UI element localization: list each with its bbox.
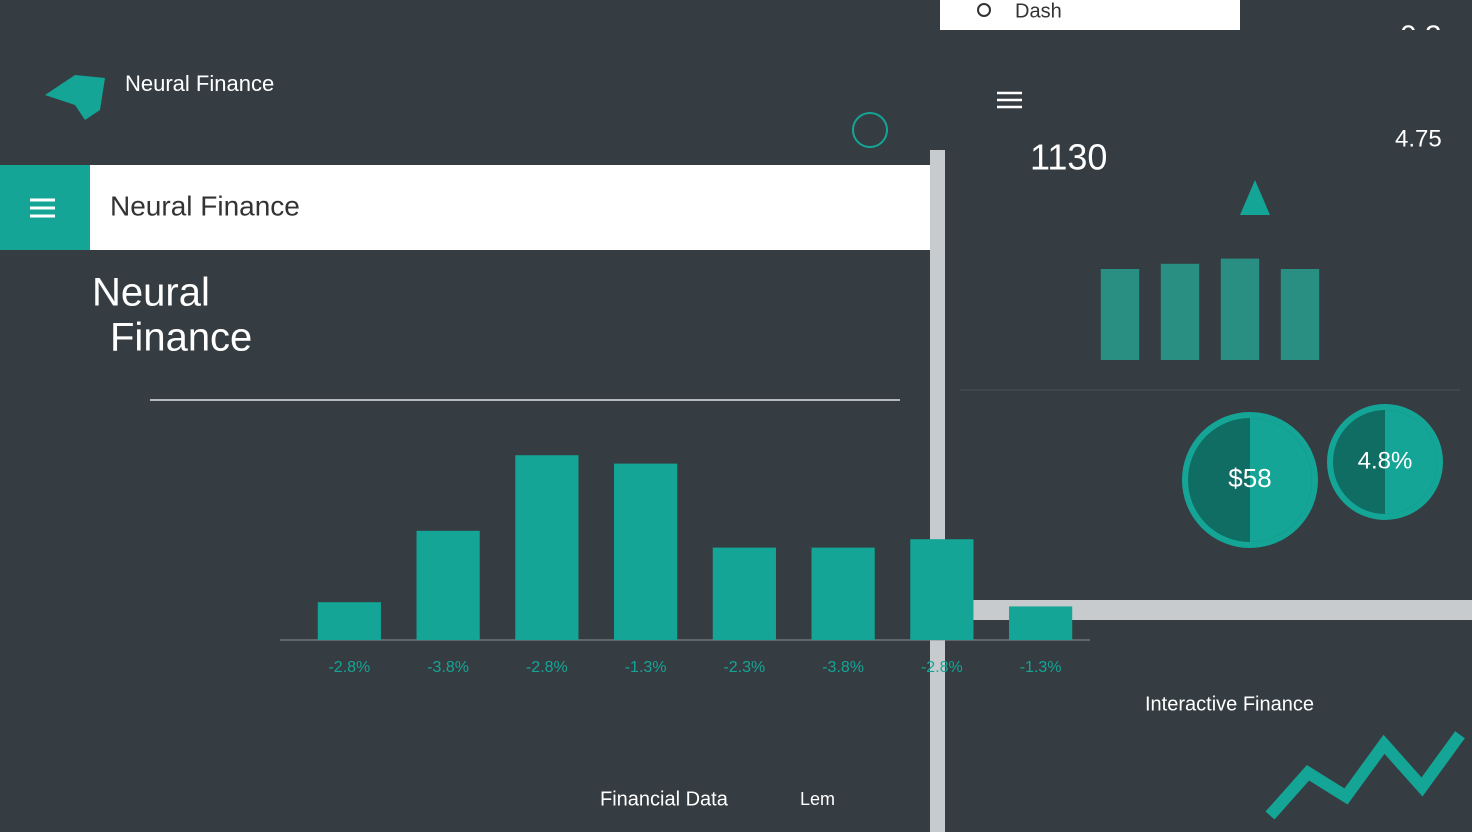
header-bar — [0, 165, 930, 250]
bar — [1100, 269, 1140, 360]
bar — [515, 455, 579, 640]
bar — [712, 547, 776, 640]
panel-title: Interactive Finance — [1145, 693, 1314, 715]
logo — [45, 75, 105, 120]
menu-icon — [30, 198, 55, 218]
menu-icon[interactable] — [997, 91, 1022, 109]
bar — [614, 463, 678, 640]
bar — [1280, 269, 1320, 360]
hero-title: Neural — [92, 271, 210, 315]
bar — [1220, 258, 1260, 360]
donut-label: $58 — [1228, 463, 1271, 493]
trend-arrow — [1240, 180, 1270, 215]
main-panel — [0, 150, 930, 832]
bar — [910, 539, 974, 640]
change-label: -3.8% — [822, 659, 864, 676]
line-panel — [945, 620, 1472, 832]
bar — [416, 530, 480, 640]
brand: Neural Finance — [125, 71, 274, 96]
bar — [317, 602, 381, 640]
hero-title: Finance — [110, 316, 252, 360]
bar — [1009, 606, 1073, 640]
bar — [1160, 263, 1200, 360]
donut-half — [1385, 410, 1437, 514]
change-label: -2.8% — [921, 659, 963, 676]
header-title: Neural Finance — [110, 190, 300, 221]
donut-half — [1250, 418, 1312, 542]
panel-title: Financial Data — [600, 788, 729, 810]
change-label: -2.8% — [328, 659, 370, 676]
change-label: -1.3% — [625, 659, 667, 676]
change-label: -1.3% — [1020, 659, 1062, 676]
kpi-value: 1130 — [1030, 137, 1107, 178]
search-icon — [977, 3, 991, 17]
search-box[interactable] — [940, 0, 1240, 30]
kpi-value: 4.75 — [1395, 125, 1442, 152]
change-label: -2.3% — [723, 659, 765, 676]
donut-label: 4.8% — [1358, 447, 1413, 474]
line — [1265, 731, 1465, 820]
status-icon[interactable] — [852, 112, 888, 148]
dropdown[interactable]: Lem — [800, 789, 835, 809]
search-text: Dash — [1015, 0, 1062, 22]
change-label: -2.8% — [526, 659, 568, 676]
bar — [811, 547, 875, 640]
change-label: -3.8% — [427, 659, 469, 676]
